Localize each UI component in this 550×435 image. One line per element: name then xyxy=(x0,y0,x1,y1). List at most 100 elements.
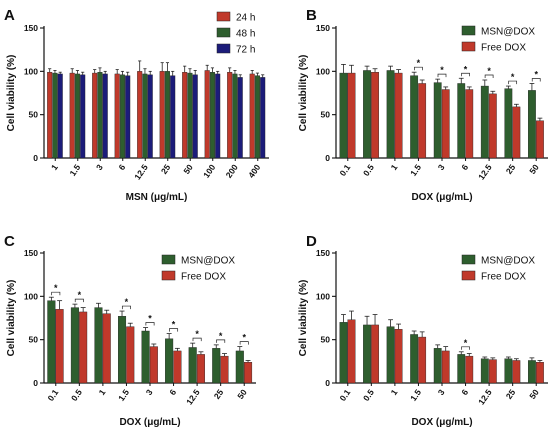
x-tick-label: 1.5 xyxy=(67,162,82,178)
bar xyxy=(188,347,197,384)
legend-swatch xyxy=(161,270,176,281)
y-tick-label: 100 xyxy=(316,66,330,76)
bar xyxy=(232,73,238,159)
bar xyxy=(159,71,165,159)
x-tick-label: 50 xyxy=(235,387,249,401)
bar xyxy=(80,74,86,159)
bar xyxy=(488,93,497,159)
significance-bracket xyxy=(169,328,179,332)
y-tick-label: 50 xyxy=(321,110,331,120)
x-tick-label: 25 xyxy=(212,387,226,401)
panel-letter-b: B xyxy=(306,7,317,24)
y-tick-label: 100 xyxy=(24,291,38,301)
x-tick-label: 1 xyxy=(389,387,400,397)
bar xyxy=(339,72,348,159)
bar xyxy=(504,358,513,384)
y-axis-label: Cell viability (%) xyxy=(298,55,309,132)
x-tick-label: 1 xyxy=(97,387,108,397)
y-tick-label: 150 xyxy=(316,23,330,33)
bar xyxy=(410,75,419,159)
bar xyxy=(512,360,521,384)
bar xyxy=(125,75,131,159)
significance-bracket xyxy=(461,72,470,77)
bar xyxy=(480,358,489,384)
bar xyxy=(339,322,348,384)
x-tick-label: 12.5 xyxy=(476,162,494,182)
x-tick-label: 3 xyxy=(436,387,447,397)
x-tick-label: 0.1 xyxy=(45,387,60,403)
y-tick-label: 100 xyxy=(316,291,330,301)
significance-star: * xyxy=(464,64,468,74)
x-tick-label: 100 xyxy=(201,162,217,180)
bar xyxy=(504,88,513,159)
legend-swatch xyxy=(216,43,231,54)
significance-bracket xyxy=(145,322,155,326)
y-axis-label: Cell viability (%) xyxy=(298,280,309,357)
panel-b: B 0 50 100 150 Cell viability (%) 0.1 0.5 1 1.5 * 3… xyxy=(298,7,548,203)
legend-label: 24 h xyxy=(236,13,255,24)
legend-label: MSN@DOX xyxy=(481,256,535,267)
bar xyxy=(536,120,544,159)
y-tick-label: 50 xyxy=(29,110,39,120)
bar xyxy=(363,70,371,159)
bar xyxy=(347,319,356,384)
y-tick-label: 0 xyxy=(325,378,330,388)
significance-star: * xyxy=(440,65,444,75)
x-tick-label: 12.5 xyxy=(184,387,202,407)
legend-swatch xyxy=(461,270,476,281)
bar xyxy=(149,346,158,384)
x-tick-label: 1.5 xyxy=(116,387,131,403)
x-axis-label: DOX (μg/mL) xyxy=(411,417,472,428)
bar xyxy=(114,73,120,159)
significance-bracket xyxy=(484,74,494,78)
bar xyxy=(187,72,193,159)
x-tick-label: 3 xyxy=(144,387,155,397)
bar xyxy=(457,354,466,384)
bar xyxy=(79,311,88,384)
bar xyxy=(433,82,442,159)
significance-star: * xyxy=(511,72,515,82)
bar xyxy=(371,71,379,159)
significance-star: * xyxy=(125,297,129,307)
legend-swatch xyxy=(461,25,476,36)
x-tick-label: 1.5 xyxy=(408,162,423,178)
bar xyxy=(70,307,79,384)
bar xyxy=(119,74,125,159)
significance-star: * xyxy=(417,58,421,68)
bar xyxy=(363,324,371,384)
x-tick-label: 0.5 xyxy=(69,387,84,403)
x-tick-label: 25 xyxy=(504,387,518,401)
legend-swatch xyxy=(461,254,476,265)
y-tick-label: 50 xyxy=(29,335,39,345)
panel-c: C 0 50 100 150 Cell viability (%) 0.1 * 0.5 * 1 1.5… xyxy=(4,233,256,428)
bar xyxy=(141,330,150,384)
bar xyxy=(126,326,135,384)
legend-label: Free DOX xyxy=(181,272,226,283)
significance-bracket xyxy=(121,305,131,310)
significance-star: * xyxy=(78,290,82,300)
x-tick-label: 0.5 xyxy=(361,162,376,178)
legend-swatch xyxy=(161,254,176,265)
bar xyxy=(196,354,205,384)
bar xyxy=(102,73,108,159)
x-tick-label: 25 xyxy=(159,162,173,176)
y-tick-label: 150 xyxy=(24,23,38,33)
bar xyxy=(102,313,111,384)
bar xyxy=(371,324,379,384)
significance-star: * xyxy=(219,331,223,341)
bar xyxy=(170,75,176,159)
x-tick-label: 3 xyxy=(436,162,447,172)
bar xyxy=(441,89,450,159)
x-tick-label: 50 xyxy=(527,387,541,401)
bar xyxy=(410,334,419,384)
significance-bracket xyxy=(414,66,423,71)
significance-bracket xyxy=(51,291,61,296)
x-tick-label: 12.5 xyxy=(476,387,494,407)
legend-label: Free DOX xyxy=(481,272,526,283)
bar xyxy=(441,350,450,384)
y-axis-label: Cell viability (%) xyxy=(6,280,17,357)
legend-swatch xyxy=(216,11,231,22)
bar xyxy=(137,71,143,159)
legend-swatch xyxy=(216,27,231,38)
significance-bracket xyxy=(216,339,226,343)
